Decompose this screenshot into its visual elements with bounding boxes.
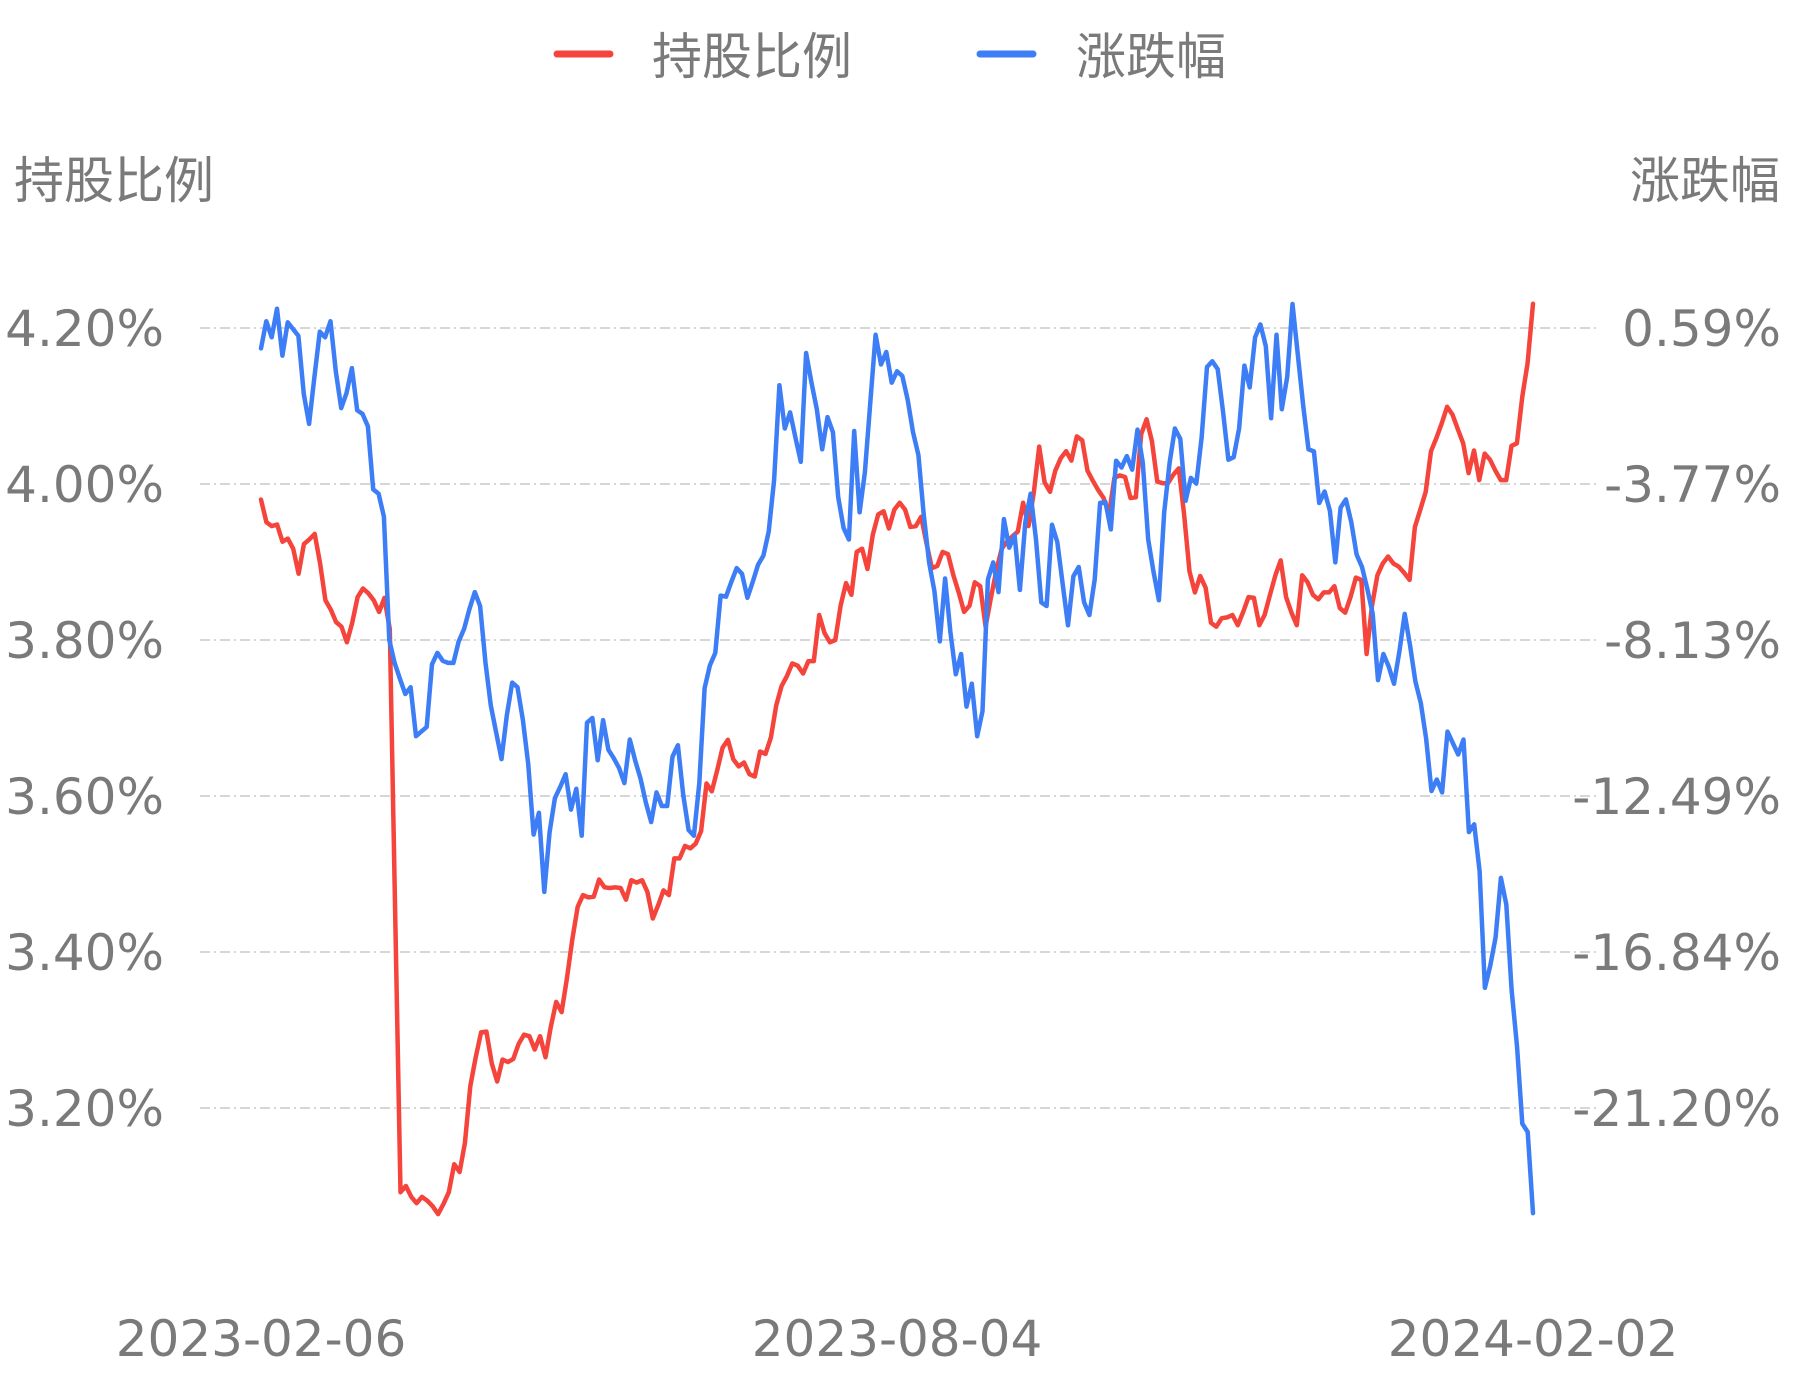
x-tick-label: 2023-02-06	[116, 1310, 407, 1368]
left-tick-label: 4.00%	[5, 456, 164, 514]
right-tick-label: 0.59%	[1622, 300, 1781, 358]
right-tick-label: -21.20%	[1572, 1080, 1781, 1138]
right-axis-ticks: 0.59% -3.77% -8.13% -12.49% -16.84% -21.20%	[1572, 300, 1781, 1138]
left-tick-label: 3.80%	[5, 612, 164, 670]
left-axis-title: 持股比例	[14, 152, 214, 210]
left-axis-ticks: 4.20% 4.00% 3.80% 3.60% 3.40% 3.20%	[5, 300, 164, 1138]
series-lines	[258, 301, 1536, 1217]
left-tick-label: 4.20%	[5, 300, 164, 358]
left-tick-label: 3.20%	[5, 1080, 164, 1138]
left-tick-label: 3.40%	[5, 924, 164, 982]
x-axis-ticks: 2023-02-06 2023-08-04 2024-02-02	[116, 1310, 1679, 1368]
legend-label-holding-ratio: 持股比例	[652, 28, 852, 86]
legend-item-holding-ratio[interactable]: 持股比例	[553, 28, 852, 86]
right-tick-label: -12.49%	[1572, 768, 1781, 826]
legend-label-change-pct: 涨跌幅	[1076, 28, 1226, 86]
right-tick-label: -8.13%	[1604, 612, 1781, 670]
right-tick-label: -16.84%	[1572, 924, 1781, 982]
x-tick-label: 2023-08-04	[752, 1310, 1043, 1368]
legend-item-change-pct[interactable]: 涨跌幅	[976, 28, 1226, 86]
series-line-change-pct	[258, 301, 1536, 1216]
series-line-holding-ratio	[258, 301, 1536, 1217]
legend: 持股比例 涨跌幅	[553, 28, 1226, 86]
gridlines	[200, 327, 1597, 1109]
x-tick-label: 2024-02-02	[1388, 1310, 1679, 1368]
right-axis-title: 涨跌幅	[1630, 152, 1780, 210]
left-tick-label: 3.60%	[5, 768, 164, 826]
right-tick-label: -3.77%	[1604, 456, 1781, 514]
